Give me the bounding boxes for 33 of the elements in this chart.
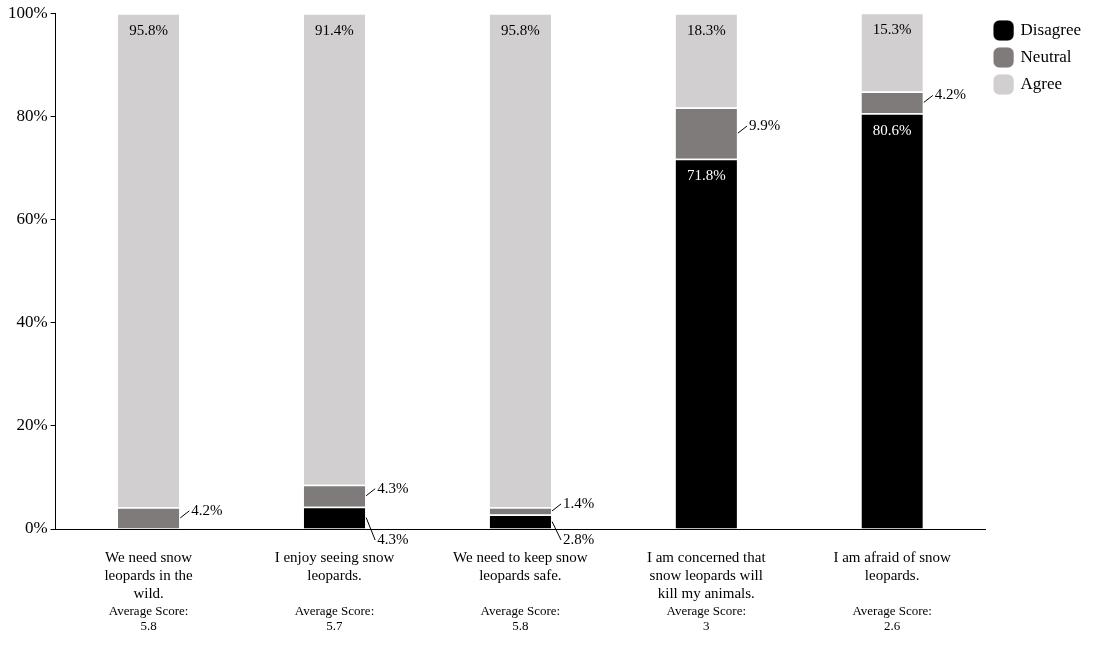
data-label: 80.6% bbox=[872, 121, 912, 138]
data-label: 9.9% bbox=[748, 117, 781, 134]
text: Average Score: 5.8 bbox=[480, 602, 561, 633]
data-label: 91.4% bbox=[315, 21, 354, 38]
data-label: 4.3% bbox=[377, 530, 409, 547]
data-label: 4.2% bbox=[191, 501, 223, 518]
y-tick-label: 60% bbox=[16, 208, 48, 228]
y-tick-label: 0% bbox=[24, 518, 48, 538]
data-label: 4.3% bbox=[377, 479, 409, 496]
data-label: 1.4% bbox=[563, 494, 595, 511]
text: Average Score: 5.8 bbox=[108, 602, 189, 633]
y-tick-label: 100% bbox=[7, 2, 48, 22]
data-label: 2.8% bbox=[563, 530, 595, 547]
x-tick-label: We need snow leopards in the wild. bbox=[104, 548, 194, 601]
data-label: 95.8% bbox=[129, 21, 168, 38]
data-label: 18.3% bbox=[686, 21, 726, 38]
text: Average Score: 2.6 bbox=[852, 602, 932, 633]
y-tick-label: 80% bbox=[16, 105, 48, 125]
legend-label: Neutral bbox=[1020, 46, 1072, 66]
x-tick-label: I am afraid of snow leopards. bbox=[833, 548, 952, 583]
text: Average Score: 3 bbox=[666, 602, 747, 633]
y-tick-label: 20% bbox=[16, 415, 48, 435]
data-label: 95.8% bbox=[501, 21, 540, 38]
x-tick-label: We need to keep snow leopards safe. bbox=[453, 548, 588, 583]
data-label: 4.2% bbox=[934, 86, 967, 103]
x-tick-label: I am concerned that snow leopards will kill my animals. bbox=[646, 548, 767, 601]
y-tick-label: 40% bbox=[16, 312, 48, 332]
data-label: 15.3% bbox=[872, 21, 912, 38]
data-label: 71.8% bbox=[686, 167, 726, 184]
text: Average Score: 5.7 bbox=[294, 602, 375, 633]
legend-label: Disagree bbox=[1020, 19, 1082, 39]
legend-label: Agree bbox=[1020, 73, 1063, 93]
x-tick-label: I enjoy seeing snow leopards. bbox=[274, 548, 395, 583]
